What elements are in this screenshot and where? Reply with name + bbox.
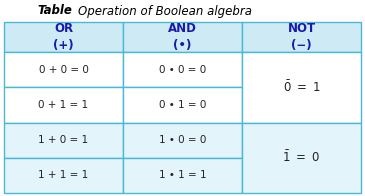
- Bar: [4, 87, 123, 122]
- Bar: [4, 52, 123, 87]
- Text: 0 + 0 = 0: 0 + 0 = 0: [39, 65, 88, 75]
- Text: Table: Table: [37, 5, 72, 17]
- Bar: [4, 158, 123, 193]
- Text: 1 • 0 = 0: 1 • 0 = 0: [159, 135, 206, 145]
- Text: $\bar{0}\ =\ 1$: $\bar{0}\ =\ 1$: [283, 80, 320, 95]
- Bar: [123, 87, 242, 122]
- Text: $\bar{1}\ =\ 0$: $\bar{1}\ =\ 0$: [283, 150, 320, 165]
- Bar: [123, 158, 242, 193]
- Bar: [4, 122, 123, 158]
- Bar: [242, 52, 361, 122]
- Text: 0 • 0 = 0: 0 • 0 = 0: [159, 65, 206, 75]
- Bar: [4, 22, 123, 52]
- Text: 1 + 0 = 1: 1 + 0 = 1: [38, 135, 89, 145]
- Bar: [242, 22, 361, 52]
- Text: Operation of Boolean algebra: Operation of Boolean algebra: [78, 5, 252, 17]
- Text: 0 • 1 = 0: 0 • 1 = 0: [159, 100, 206, 110]
- Text: OR
(+): OR (+): [53, 22, 74, 52]
- Text: AND
(•): AND (•): [168, 22, 197, 52]
- Bar: [123, 122, 242, 158]
- Text: 1 • 1 = 1: 1 • 1 = 1: [159, 170, 206, 180]
- Text: NOT
(−): NOT (−): [287, 22, 316, 52]
- Bar: [123, 52, 242, 87]
- Text: 1 + 1 = 1: 1 + 1 = 1: [38, 170, 89, 180]
- Text: 0 + 1 = 1: 0 + 1 = 1: [38, 100, 89, 110]
- Bar: [123, 22, 242, 52]
- Bar: [242, 122, 361, 193]
